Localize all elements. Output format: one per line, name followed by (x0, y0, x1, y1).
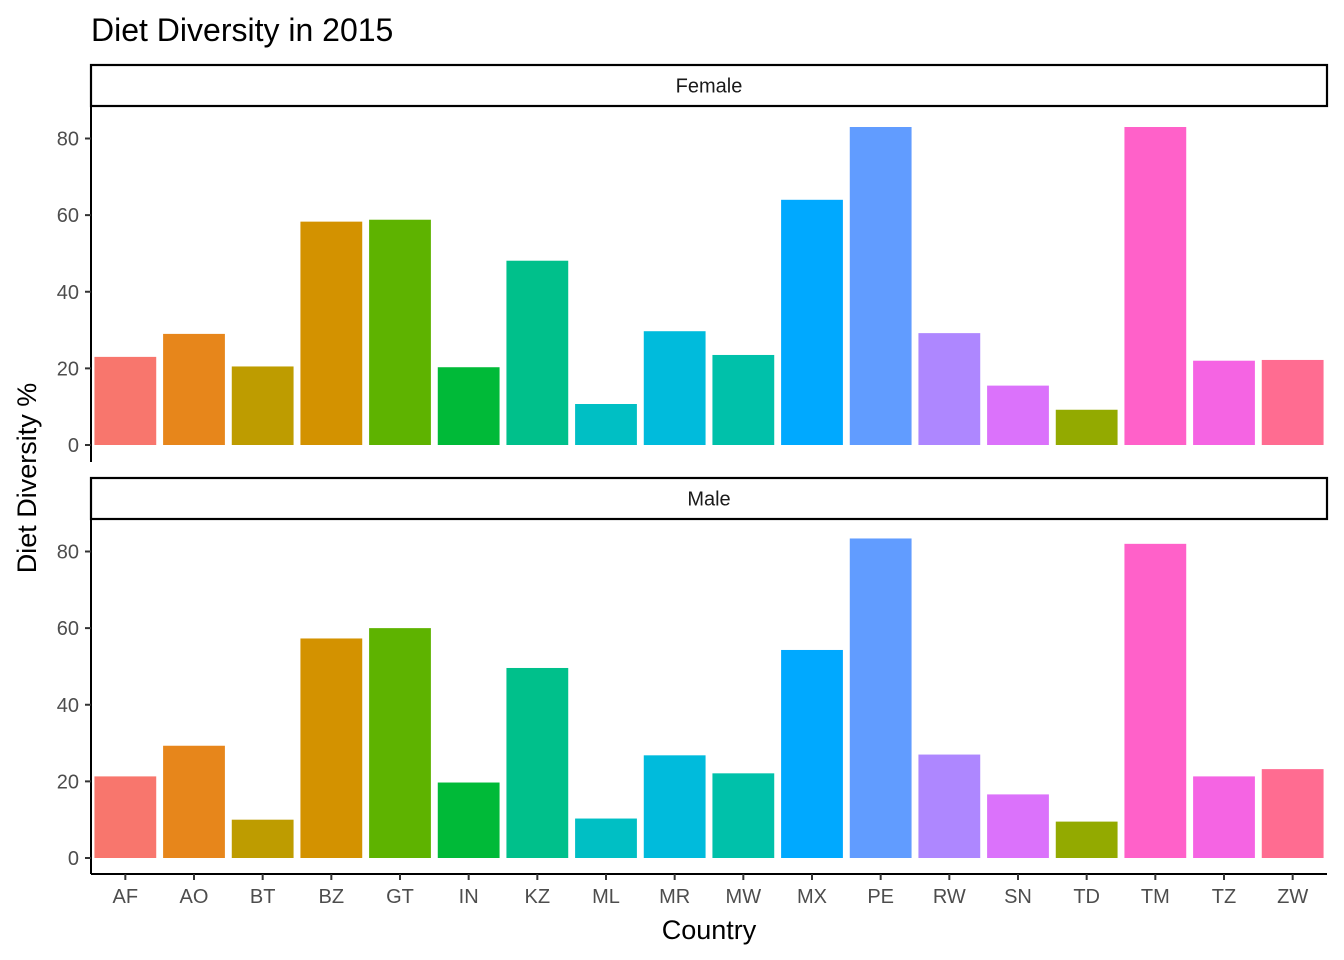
bar-tm (1124, 543, 1187, 858)
x-tick-label: MX (797, 886, 827, 908)
bar-in (437, 367, 500, 445)
x-axis: AF AO BT BZ GT IN KZ ML MR MW MX PE RW SN TD TM TZ ZW (91, 873, 1327, 908)
x-axis-label: Country (662, 915, 757, 945)
x-tick-label: BT (250, 886, 276, 908)
bar-mw (712, 773, 775, 858)
x-tick-label: IN (459, 886, 479, 908)
y-tick-label: 20 (57, 358, 79, 380)
bar-kz (506, 260, 569, 445)
facet-strip (89, 63, 1329, 108)
bar-in (437, 782, 500, 858)
chart-title: Diet Diversity in 2015 (91, 12, 393, 48)
x-tick-label: KZ (525, 886, 551, 908)
x-tick-label: SN (1004, 886, 1032, 908)
bar-mw (712, 354, 775, 445)
y-tick-label: 0 (68, 848, 79, 870)
x-tick-label: TM (1141, 886, 1170, 908)
y-axis-label: Diet Diversity % (12, 383, 42, 574)
bar-td (1055, 409, 1118, 445)
y-tick-label: 80 (57, 129, 79, 151)
facet-strip-label: Female (676, 76, 743, 98)
bar-gt (369, 219, 431, 445)
x-tick-label: PE (867, 886, 894, 908)
facet-panels: Female 0 20 40 60 80 Male 0 20 40 60 80 (57, 63, 1329, 874)
bar-kz (506, 667, 569, 858)
bar-pe (849, 127, 912, 445)
facet-panel-male: Male 0 20 40 60 80 (57, 476, 1329, 874)
facet-strip (89, 476, 1329, 521)
bar-bt (231, 819, 294, 858)
bar-bt (231, 366, 294, 445)
y-tick-label: 60 (57, 205, 79, 227)
facet-strip-label: Male (687, 489, 730, 511)
bar-zw (1261, 359, 1324, 445)
y-tick-label: 80 (57, 542, 79, 564)
x-tick-label: TZ (1212, 886, 1236, 908)
x-tick-label: RW (933, 886, 966, 908)
y-tick-label: 60 (57, 618, 79, 640)
x-tick-label: ML (592, 886, 620, 908)
x-tick-label: ZW (1277, 886, 1308, 908)
x-tick-label: MW (726, 886, 762, 908)
bar-sn (987, 385, 1049, 445)
bar-mr (643, 755, 706, 858)
bar-rw (918, 333, 981, 445)
x-tick-label: BZ (319, 886, 345, 908)
bar-af (94, 776, 157, 858)
bar-sn (987, 794, 1049, 858)
x-tick-label: GT (386, 886, 414, 908)
bar-pe (849, 538, 912, 858)
facet-panel-female: Female 0 20 40 60 80 (57, 63, 1329, 462)
y-tick-label: 20 (57, 771, 79, 793)
bar-tz (1193, 776, 1255, 858)
x-tick-label: AF (113, 886, 139, 908)
bar-tm (1124, 127, 1187, 445)
bar-mx (781, 649, 843, 858)
bar-td (1055, 821, 1118, 858)
x-tick-label: MR (659, 886, 690, 908)
bar-bz (300, 638, 363, 858)
bar-af (94, 356, 157, 445)
bar-zw (1261, 769, 1324, 858)
bar-tz (1193, 360, 1255, 445)
bar-gt (369, 628, 431, 858)
x-tick-label: TD (1073, 886, 1100, 908)
bar-bz (300, 221, 363, 445)
bar-ml (575, 818, 637, 858)
bar-mr (643, 331, 706, 445)
y-tick-label: 40 (57, 695, 79, 717)
bar-ml (575, 404, 637, 445)
bar-rw (918, 754, 981, 858)
bar-mx (781, 199, 843, 445)
y-tick-label: 40 (57, 282, 79, 304)
x-tick-label: AO (180, 886, 209, 908)
bar-ao (163, 333, 225, 445)
y-tick-label: 0 (68, 435, 79, 457)
bar-ao (163, 745, 225, 858)
